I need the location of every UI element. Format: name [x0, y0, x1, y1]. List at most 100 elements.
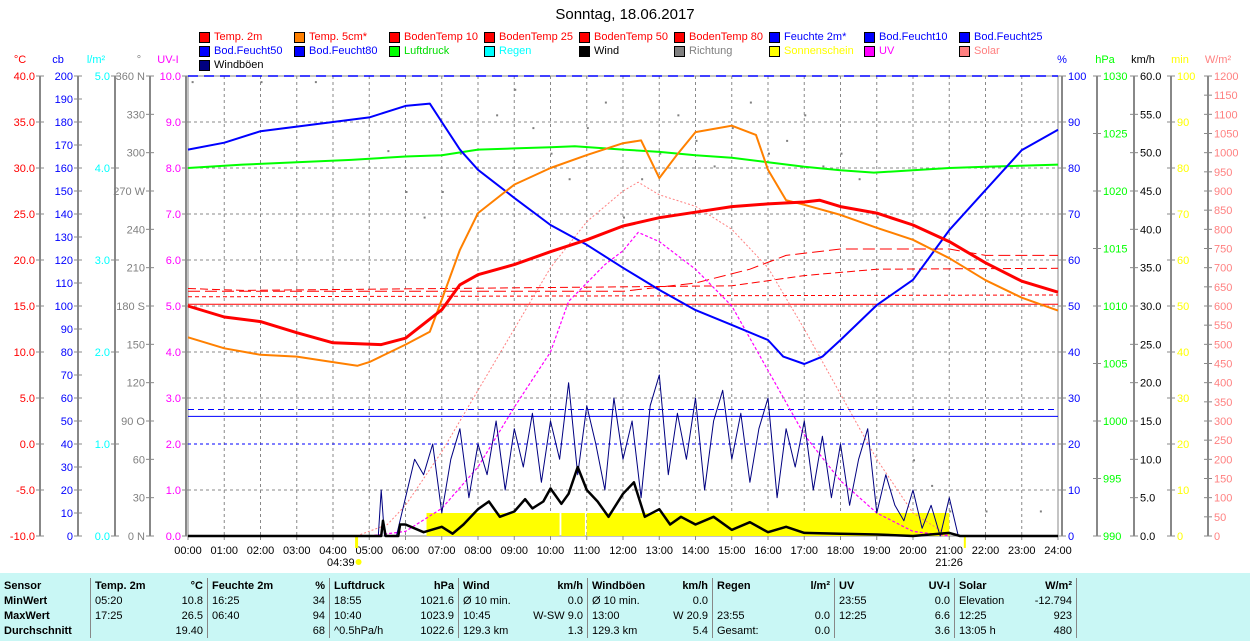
- legend-item: BodenTemp 80: [674, 31, 763, 43]
- axis-tick-label-wm2: 1150: [1214, 90, 1238, 102]
- axis-tick-label-hpa: 1015: [1103, 244, 1127, 256]
- series-windb-en: [188, 374, 1058, 537]
- axis-tick-label-cb: 80: [61, 347, 73, 359]
- axis-tick-label-cb: 160: [55, 163, 73, 175]
- stats-header-cell: Regen: [717, 579, 751, 592]
- direction-point: [532, 127, 535, 130]
- axis-tick-label-dir: 240: [127, 224, 145, 236]
- stats-cell: 0.0: [776, 623, 835, 638]
- axis-tick-label-uv: 3.0: [166, 393, 181, 405]
- axis-tick-label-dir: 60: [133, 454, 145, 466]
- sunrise-label: 04:39: [327, 557, 355, 569]
- axis-tick-label-rain: 1.0: [95, 439, 110, 451]
- axis-tick-label-uv: 10.0: [160, 71, 181, 83]
- legend-swatch: [674, 31, 685, 43]
- x-tick-label: 03:00: [283, 545, 311, 557]
- legend-swatch: [579, 31, 590, 43]
- stats-cell: [91, 623, 160, 638]
- legend-swatch: [864, 45, 875, 57]
- axis-tick-label-kmh: 50.0: [1140, 148, 1161, 160]
- stats-cell: 480: [1018, 623, 1077, 638]
- legend-label: BodenTemp 25: [499, 31, 573, 43]
- legend-label: BodenTemp 50: [594, 31, 668, 43]
- axis-tick-label-pct: 100: [1068, 71, 1086, 83]
- axis-tick-label-uv: 5.0: [166, 301, 181, 313]
- legend-swatch: [484, 45, 495, 57]
- axis-tick-label-cb: 50: [61, 416, 73, 428]
- stats-cell: 23:55: [839, 594, 867, 607]
- stats-row: MaxWert 17:25 26.5 06:40 94 10:40 1023.9 10:45 W…: [0, 608, 1077, 623]
- axis-tick-label-cb: 40: [61, 439, 73, 451]
- direction-point: [913, 459, 915, 462]
- stats-cell: 10:40: [334, 609, 362, 622]
- x-tick-label: 20:00: [899, 545, 927, 557]
- direction-point: [768, 152, 770, 155]
- axis-tick-label-min: 60: [1177, 255, 1189, 267]
- axis-tick-label-cb: 110: [55, 278, 73, 290]
- stats-cell: 129.3 km: [592, 624, 638, 637]
- direction-point: [677, 114, 680, 117]
- legend-label: Sonnenschein: [784, 45, 854, 57]
- stats-cell: 10.8: [159, 593, 208, 608]
- direction-point: [931, 484, 934, 487]
- x-tick-label: 14:00: [682, 545, 710, 557]
- axis-tick-label-kmh: 45.0: [1140, 186, 1161, 198]
- axis-tick-label-kmh: 35.0: [1140, 263, 1161, 275]
- axis-tick-label-wm2: 0: [1214, 531, 1220, 543]
- stats-header-cell: UV-I: [891, 578, 955, 593]
- sun-icon: [355, 559, 362, 565]
- stats-cell: [208, 623, 292, 638]
- series-uv: [369, 231, 950, 537]
- axis-tick-label-temp: 5.0: [20, 393, 35, 405]
- axis-tick-label-pct: 90: [1068, 117, 1080, 129]
- stats-cell: 05:20: [95, 594, 123, 607]
- legend-item: Luftdruck: [389, 45, 449, 57]
- direction-point: [641, 178, 644, 181]
- stats-cell: 13:00: [592, 609, 620, 622]
- axis-tick-label-uv: 0.0: [166, 531, 181, 543]
- direction-point: [949, 510, 952, 513]
- axis-tick-label-min: 80: [1177, 163, 1189, 175]
- stats-cell: 1.3: [519, 623, 588, 638]
- axis-tick-label-dir: 330: [127, 109, 145, 121]
- axis-tick-label-dir: 210: [127, 263, 145, 275]
- axis-tick-label-uv: 8.0: [166, 163, 181, 175]
- stats-header-row: Sensor Temp. 2m °C Feuchte 2m% Luftdruck hPa W…: [0, 578, 1077, 593]
- axis-tick-label-cb: 200: [55, 71, 73, 83]
- direction-point: [876, 216, 879, 219]
- axis-tick-label-hpa: 995: [1103, 474, 1121, 486]
- stats-cell: 34: [291, 593, 330, 608]
- x-tick-label: 04:00: [319, 545, 347, 557]
- series-luftdruck: [187, 145, 1059, 174]
- stats-cell: W-SW 9.0: [519, 608, 588, 623]
- series-solar: [356, 181, 950, 537]
- axis-tick-label-min: 30: [1177, 393, 1189, 405]
- axis-tick-label-wm2: 850: [1214, 205, 1232, 217]
- axis-tick-label-wm2: 250: [1214, 435, 1232, 447]
- direction-point: [840, 152, 843, 155]
- legend-label: UV: [879, 45, 895, 57]
- stats-cell: 12:25: [959, 609, 987, 622]
- axis-tick-label-temp: 15.0: [14, 301, 35, 313]
- stats-cell: Durchschnitt: [0, 623, 91, 638]
- axis-tick-label-wm2: 600: [1214, 301, 1232, 313]
- stats-cell: 3.6: [891, 623, 955, 638]
- axis-tick-label-kmh: 40.0: [1140, 224, 1161, 236]
- axis-tick-label-cb: 20: [61, 485, 73, 497]
- legend-label: Temp. 2m: [214, 31, 263, 43]
- direction-point: [496, 114, 499, 117]
- stats-header-cell: Temp. 2m: [95, 579, 146, 592]
- legend-swatch: [484, 31, 495, 43]
- stats-header-cell: °C: [159, 578, 208, 593]
- legend-item: Bod.Feucht50: [199, 45, 283, 57]
- legend-swatch: [769, 45, 780, 57]
- axis-tick-label-dir: 360 N: [116, 71, 145, 83]
- x-tick-label: 22:00: [972, 545, 1000, 557]
- axis-tick-label-temp: 10.0: [14, 347, 35, 359]
- legend-swatch: [294, 45, 305, 57]
- axis-unit-pct: %: [1057, 54, 1067, 66]
- stats-cell: MinWert: [0, 593, 91, 608]
- direction-point: [260, 81, 263, 84]
- x-tick-label: 05:00: [355, 545, 383, 557]
- legend-swatch: [959, 31, 970, 43]
